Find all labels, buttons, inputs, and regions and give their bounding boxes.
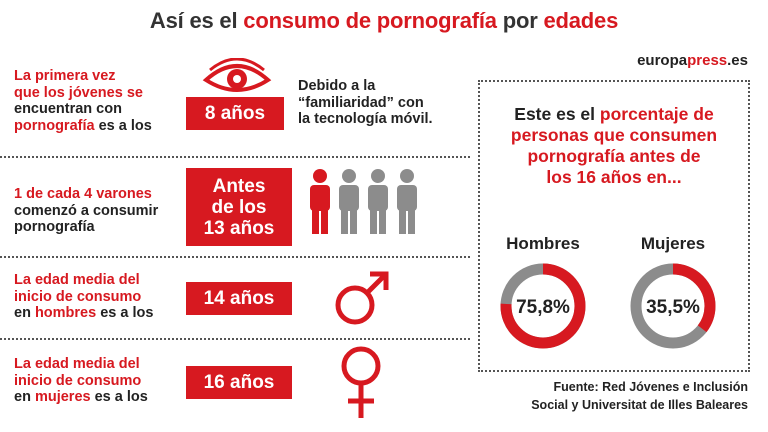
panel-line3: pornografía antes de	[527, 146, 701, 166]
gauge-label-women: Mujeres	[640, 234, 706, 253]
row1-note3: la tecnología móvil.	[298, 111, 433, 127]
row4-text: La edad media del inicio de consumo en m…	[14, 356, 148, 406]
female-symbol-icon	[341, 346, 381, 418]
gauge-value-2: 35,5%	[646, 297, 700, 318]
donut-gauges: 75,8% 35,5%	[500, 263, 716, 349]
source-line1: Fuente: Red Jóvenes e Inclusión	[553, 380, 749, 394]
row2-line3: pornografía	[14, 219, 95, 235]
divider-3	[0, 338, 470, 340]
person-icons	[310, 169, 417, 234]
panel-line4: los 16 años en...	[546, 167, 682, 187]
row1-text: La primera vez que los jóvenes se encuen…	[14, 68, 152, 134]
row1-note2: “familiaridad” con	[298, 94, 424, 111]
brand-part3: .es	[727, 52, 748, 69]
gauge-fill-1	[500, 263, 586, 349]
row4-line1: edad media del	[34, 356, 140, 372]
title-part2: consumo de pornografía	[243, 8, 497, 33]
row1-line1: primera vez	[34, 68, 116, 84]
women-age-box: 16 años	[186, 366, 292, 399]
eye-icon	[202, 57, 272, 98]
brand-part2: press	[687, 52, 728, 69]
source-note: Fuente: Red Jóvenes e Inclusión Social y…	[531, 378, 748, 414]
row1-line4-red: pornografía	[14, 117, 95, 134]
row1-note1: Debido a la	[298, 78, 376, 94]
percentage-panel: Este es el porcentaje de personas que co…	[478, 80, 750, 372]
row3-line3: es a los	[96, 305, 154, 321]
panel-text: Este es el porcentaje de personas que co…	[480, 104, 748, 188]
row3-line2: inicio de consumo	[14, 288, 142, 305]
before-13-line3: 13 años	[203, 217, 275, 239]
row1-note: Debido a la “familiaridad” con la tecnol…	[298, 78, 433, 128]
gauge-label-men: Hombres	[506, 234, 580, 253]
row3-line3-pre: en	[14, 305, 35, 321]
panel-line2: personas que consumen	[510, 125, 718, 145]
gauge-value-1: 75,8%	[516, 297, 570, 318]
row4-line2: inicio de consumo	[14, 372, 142, 389]
row4-line3-pre: en	[14, 389, 35, 405]
panel-line1b: porcentaje de	[599, 104, 714, 124]
source-line2: Social y Universitat de Illes Baleares	[531, 398, 748, 412]
before-13-line2: de los	[211, 196, 267, 218]
row1-line4: es a los	[94, 117, 152, 134]
person-icon-gray-2	[368, 169, 388, 234]
row3-line1: edad media del	[34, 272, 140, 288]
gauge-fill-2	[630, 263, 716, 349]
before-13-box: Antes de los 13 años	[186, 168, 292, 246]
title-part1: Así es el	[149, 8, 244, 33]
row4-line1-red: La	[14, 356, 35, 372]
row3-text: La edad media del inicio de consumo en h…	[14, 272, 153, 322]
brand-logo: europapress.es	[637, 52, 748, 69]
male-symbol-icon	[335, 271, 389, 325]
row1-line2: que los jóvenes se	[14, 84, 143, 101]
person-icon-gray-3	[397, 169, 417, 234]
row3-line3-red: hombres	[34, 305, 97, 321]
row2-line1: 1 de cada 4 varones	[14, 186, 152, 202]
divider-2	[0, 256, 470, 258]
person-icon-red	[310, 169, 330, 234]
person-icon-gray-1	[339, 169, 359, 234]
row2-text: 1 de cada 4 varones comenzó a consumir p…	[14, 186, 158, 236]
row2-line2: comenzó a consumir	[14, 202, 159, 219]
title-part3: por	[496, 8, 544, 33]
row1-line1-red: La	[14, 68, 35, 84]
divider-1	[0, 156, 470, 158]
row4-line3-red: mujeres	[34, 389, 91, 405]
row1-line3: encuentran con	[14, 101, 122, 117]
page-title: Así es el consumo de pornografía por eda…	[0, 8, 768, 34]
row4-line3: es a los	[90, 389, 148, 405]
brand-part1: europa	[637, 52, 688, 69]
before-13-line1: Antes	[212, 175, 266, 197]
title-part4: edades	[543, 8, 619, 33]
row3-line1-red: La	[14, 272, 35, 288]
panel-line1a: Este es el	[514, 104, 600, 124]
first-time-age-box: 8 años	[186, 97, 284, 130]
men-age-box: 14 años	[186, 282, 292, 315]
